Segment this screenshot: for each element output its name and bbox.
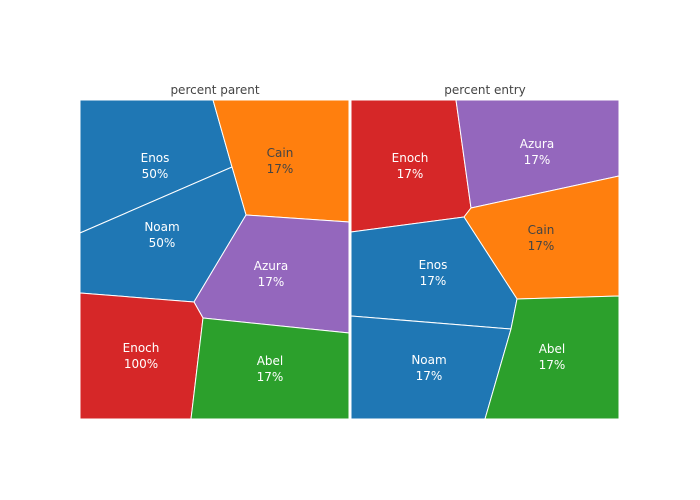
cell-enoch[interactable] [350,99,472,233]
panel-percent-entry: Enoch 17% Azura 17% Cain 17% Enos 17% Noam 17% Abe… [350,99,620,420]
cell-enoch[interactable] [79,292,204,420]
cell-value-noam: 17% [416,369,443,383]
cell-label-cain: Cain [528,223,555,237]
cell-value-enos: 50% [142,167,169,181]
cell-value-enoch: 17% [397,167,424,181]
panel-percent-parent: Enos 50% Cain 17% Noam 50% Azura 17% Enoch 100% Ab… [79,99,350,420]
chart-title-percent-parent: percent parent [170,83,259,97]
cell-label-enoch: Enoch [123,341,160,355]
cell-value-noam: 50% [149,236,176,250]
cell-value-enoch: 100% [124,357,158,371]
cell-label-noam: Noam [144,220,179,234]
cell-value-cain: 17% [267,162,294,176]
cell-value-abel: 17% [539,358,566,372]
cell-label-noam: Noam [411,353,446,367]
cell-label-enos: Enos [141,151,170,165]
cell-label-abel: Abel [257,354,284,368]
cell-value-abel: 17% [257,370,284,384]
cell-label-enoch: Enoch [392,151,429,165]
cell-abel[interactable] [484,295,620,420]
cell-label-cain: Cain [267,146,294,160]
cell-abel[interactable] [190,317,350,420]
cell-value-cain: 17% [528,239,555,253]
cell-label-azura: Azura [520,137,554,151]
cell-value-enos: 17% [420,274,447,288]
cell-noam[interactable] [350,315,512,420]
cell-label-abel: Abel [539,342,566,356]
cell-label-enos: Enos [419,258,448,272]
cell-label-azura: Azura [254,259,288,273]
cell-value-azura: 17% [258,275,285,289]
cell-value-azura: 17% [524,153,551,167]
chart-title-percent-entry: percent entry [444,83,526,97]
